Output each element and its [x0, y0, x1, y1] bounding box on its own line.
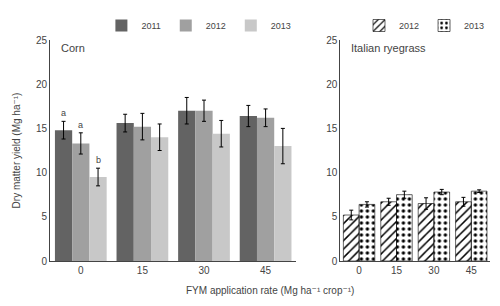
svg-text:a: a: [78, 120, 83, 130]
svg-text:2011: 2011: [141, 21, 160, 31]
svg-text:Corn: Corn: [61, 42, 85, 54]
svg-text:25: 25: [36, 35, 48, 46]
svg-text:2012: 2012: [206, 21, 226, 31]
svg-text:20: 20: [326, 79, 338, 90]
svg-text:15: 15: [326, 123, 338, 134]
svg-text:25: 25: [326, 35, 338, 46]
svg-text:45: 45: [466, 265, 478, 276]
svg-text:FYM application rate (Mg ha⁻¹: FYM application rate (Mg ha⁻¹ crop⁻¹): [186, 285, 354, 296]
svg-text:b: b: [96, 155, 101, 165]
svg-text:Italian ryegrass: Italian ryegrass: [351, 42, 426, 54]
svg-text:Dry matter yield (Mg ha⁻¹): Dry matter yield (Mg ha⁻¹): [11, 93, 22, 209]
svg-text:0: 0: [356, 265, 362, 276]
svg-text:2013: 2013: [464, 21, 484, 31]
svg-text:15: 15: [137, 265, 149, 276]
svg-text:20: 20: [36, 79, 48, 90]
svg-text:15: 15: [36, 123, 48, 134]
svg-text:0: 0: [41, 256, 47, 267]
svg-text:5: 5: [332, 211, 338, 222]
svg-text:45: 45: [260, 265, 272, 276]
svg-text:2013: 2013: [271, 21, 291, 31]
svg-text:30: 30: [428, 265, 440, 276]
svg-text:10: 10: [36, 167, 48, 178]
svg-text:2012: 2012: [399, 21, 419, 31]
svg-text:10: 10: [326, 167, 338, 178]
svg-text:30: 30: [198, 265, 210, 276]
svg-text:15: 15: [391, 265, 403, 276]
svg-text:0: 0: [78, 265, 84, 276]
svg-text:5: 5: [41, 211, 47, 222]
svg-text:a: a: [61, 108, 66, 118]
svg-text:0: 0: [332, 256, 338, 267]
